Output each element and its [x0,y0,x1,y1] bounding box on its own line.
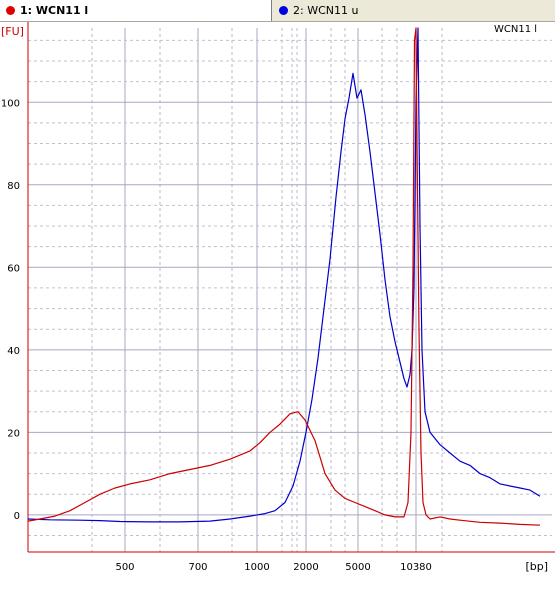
y-tick-label: 40 [7,346,20,357]
tab-sample-2[interactable]: 2: WCN11 u [273,0,555,21]
y-tick-label: 20 [7,428,20,439]
red-dot-icon [6,6,15,15]
electropherogram-chart: 0 20 40 60 80 100 500 700 1000 2000 5000 10380 [FU] [… [0,22,555,586]
x-tick-label: 700 [188,562,207,573]
blue-dot-icon [279,6,288,15]
x-tick-label: 2000 [293,562,318,573]
x-tick-label: 5000 [345,562,370,573]
y-tick-label: 60 [7,263,20,274]
tab-bar: 1: WCN11 l 2: WCN11 u [0,0,555,22]
tab-sample-2-label: 2: WCN11 u [293,4,359,17]
y-tick-label: 100 [1,98,20,109]
tab-sample-1-label: 1: WCN11 l [20,4,89,17]
tab-sample-1[interactable]: 1: WCN11 l [0,0,272,21]
x-tick-label: 500 [115,562,134,573]
y-tick-label: 80 [7,181,20,192]
x-tick-label: 10380 [400,562,432,573]
y-tick-label: 0 [14,511,20,522]
y-axis-label: [FU] [1,25,24,38]
plot-background [28,28,552,552]
series-line-blue [27,27,541,523]
chart-svg: 0 20 40 60 80 100 500 700 1000 2000 5000 10380 [FU] [… [1,22,555,573]
x-axis-label: [bp] [525,560,548,573]
x-tick-label: 1000 [244,562,269,573]
chart-title: WCN11 l [494,24,537,35]
series-line-red [27,27,541,526]
